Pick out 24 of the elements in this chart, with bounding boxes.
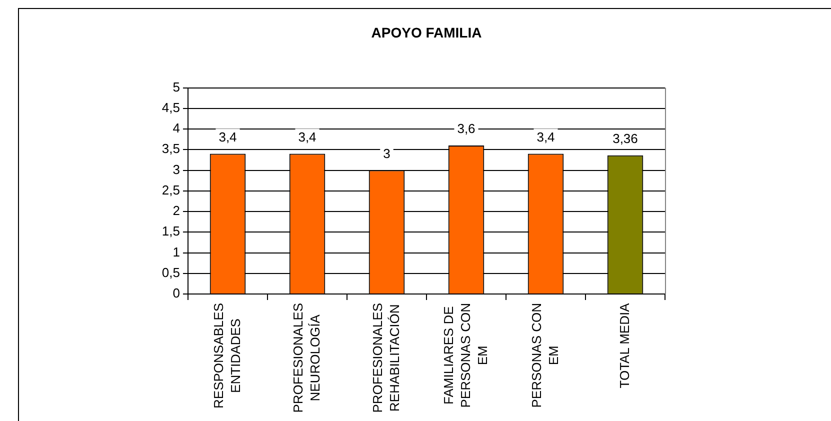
y-tick-label: 0,5 bbox=[162, 264, 180, 280]
y-tick-label: 3 bbox=[172, 162, 180, 177]
data-label: 3 bbox=[383, 146, 390, 161]
x-tick-label: PROFESIONALES REHABILITACIÓN bbox=[370, 302, 402, 413]
x-tick-label: PERSONAS CON EM bbox=[528, 302, 561, 408]
x-tick-label: PROFESIONALES NEUROLOGÍA bbox=[290, 302, 322, 413]
y-tick-label: 4,5 bbox=[162, 100, 180, 115]
chart-title: APOYO FAMILIA bbox=[371, 24, 482, 40]
y-tick-label: 5 bbox=[172, 79, 180, 94]
x-tick-label: RESPONSABLES ENTIDADES bbox=[210, 302, 243, 408]
data-label: 3,36 bbox=[612, 131, 638, 146]
x-tick-label: TOTAL MEDIA bbox=[616, 302, 632, 388]
y-tick-label: 2,5 bbox=[162, 182, 180, 198]
data-label: 3,4 bbox=[298, 129, 316, 144]
x-tick-label: FAMILIARES DE PERSONAS CON EM bbox=[440, 302, 490, 408]
y-tick-label: 3,5 bbox=[162, 141, 180, 156]
y-tick-label: 0 bbox=[172, 286, 180, 301]
data-label: 3,4 bbox=[536, 129, 555, 144]
data-label: 3,4 bbox=[218, 129, 237, 144]
y-tick-label: 4 bbox=[172, 120, 180, 136]
y-tick-label: 1 bbox=[172, 244, 180, 260]
y-tick-label: 2 bbox=[172, 203, 180, 218]
y-tick-label: 1,5 bbox=[162, 224, 180, 239]
data-label: 3,6 bbox=[457, 121, 476, 136]
